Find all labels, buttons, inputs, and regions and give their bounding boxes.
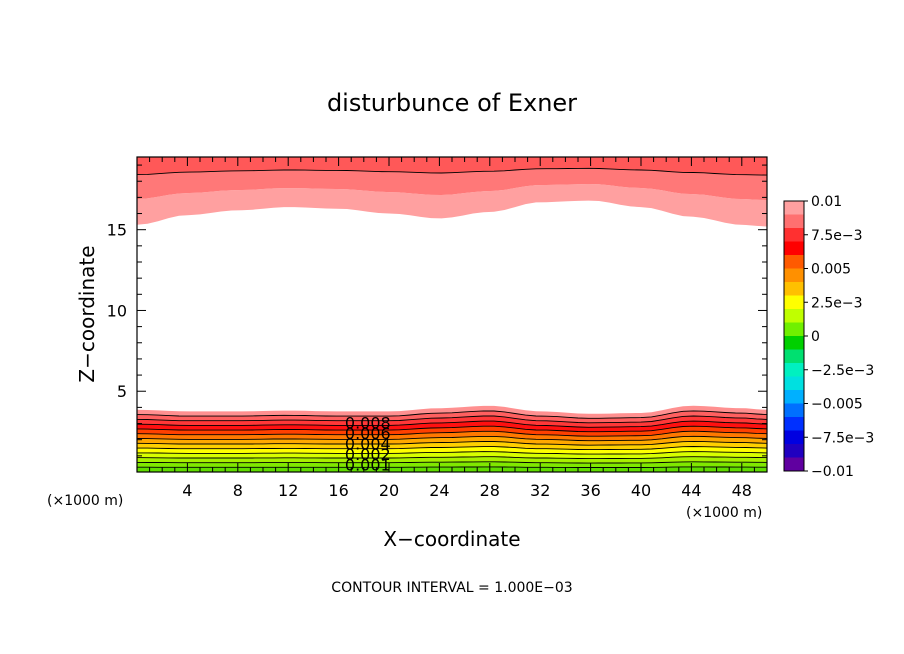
colorbar: 0.01 7.5e−3 0.005 2.5e−3 0 −2.5e−3 −0.005 −7.5e… (783, 194, 874, 480)
bottom-band-fill (137, 436, 767, 446)
bottom-contour-line (136, 430, 768, 437)
colorbar-label: 0 (811, 329, 820, 345)
bottom-contour-line (136, 456, 768, 460)
x-tick-label: 48 (732, 481, 752, 500)
colorbar-label: 2.5e−3 (811, 295, 863, 311)
bottom-contour-line (136, 415, 768, 424)
colorbar-segment (784, 390, 804, 404)
colorbar-label: 0.01 (811, 194, 842, 210)
colorbar-segment (784, 430, 804, 445)
colorbar-segment (784, 444, 804, 458)
x-tick-label: 36 (580, 481, 600, 500)
colorbar-segment (784, 295, 804, 310)
x-tick-label: 40 (631, 481, 651, 500)
colorbar-label: 7.5e−3 (811, 228, 863, 244)
x-axis-label: X−coordinate (383, 527, 520, 551)
contour-label: 0.002 (345, 445, 391, 464)
contour-label: 0.008 (345, 413, 391, 432)
colorbar-label: −2.5e−3 (811, 363, 874, 379)
x-tick-label: 24 (429, 481, 449, 500)
colorbar-segment (784, 268, 804, 283)
bottom-contour-line (137, 451, 768, 455)
colorbar-label: −0.005 (811, 397, 863, 413)
chart-title: disturbunce of Exner (327, 89, 577, 117)
bottom-band-fill (137, 441, 767, 450)
colorbar-segment (784, 228, 804, 242)
colorbar-segment (784, 403, 804, 418)
x-tick-label: 20 (379, 481, 399, 500)
bottom-contour-line (136, 461, 768, 464)
x-tick-label: 12 (278, 481, 298, 500)
colorbar-segment (784, 255, 804, 269)
bottom-contour-line (137, 446, 768, 451)
y-axis: 5 10 15 (107, 164, 767, 457)
top-band-fill (137, 168, 767, 201)
bottom-band-fill (137, 426, 767, 437)
colorbar-segment (784, 336, 804, 350)
colorbar-segment (784, 376, 804, 391)
bottom-contour-line (136, 435, 768, 442)
colorbar-segment (784, 309, 804, 323)
bottom-contour-line (136, 410, 768, 419)
bottom-contour-line (136, 440, 768, 446)
top-band-fill (137, 157, 767, 176)
contour-label: 0.001 (345, 455, 391, 474)
contour-label: 0.004 (345, 434, 391, 453)
x-tick-label: 44 (681, 481, 701, 500)
colorbar-label: 0.005 (811, 262, 851, 278)
colorbar-segment (784, 214, 804, 229)
colorbar-label: −0.01 (811, 464, 854, 480)
x-unit-left: (×1000 m) (47, 493, 123, 509)
y-tick-label: 10 (107, 301, 127, 320)
y-tick-label: 15 (107, 221, 127, 240)
colorbar-segment (784, 201, 804, 215)
colorbar-segment (784, 322, 804, 337)
contour-label: 0.006 (345, 424, 391, 443)
x-unit-right: (×1000 m) (686, 505, 762, 521)
y-axis-label: Z−coordinate (75, 245, 99, 382)
x-tick-label: 16 (328, 481, 348, 500)
bottom-contour-line (136, 420, 768, 428)
x-tick-label: 4 (182, 481, 192, 500)
x-axis: 4 8 12 16 20 24 28 32 36 40 44 48 (149, 157, 755, 500)
colorbar-segment (784, 457, 804, 472)
bottom-band-fill (137, 431, 767, 441)
colorbar-segment (784, 349, 804, 364)
colorbar-label: −7.5e−3 (811, 430, 874, 446)
contour-interval-note: CONTOUR INTERVAL = 1.000E−03 (331, 580, 572, 596)
top-contour-line (136, 167, 768, 176)
top-band-fill (137, 184, 767, 227)
bottom-band-fill (137, 456, 767, 464)
x-tick-label: 32 (530, 481, 550, 500)
bottom-contour-line (136, 425, 768, 433)
y-tick-label: 5 (117, 382, 127, 401)
colorbar-segment (784, 282, 804, 296)
colorbar-segment (784, 417, 804, 431)
x-tick-label: 28 (480, 481, 500, 500)
colorbar-segment (784, 363, 804, 377)
x-tick-label: 8 (233, 481, 243, 500)
colorbar-segment (784, 241, 804, 256)
